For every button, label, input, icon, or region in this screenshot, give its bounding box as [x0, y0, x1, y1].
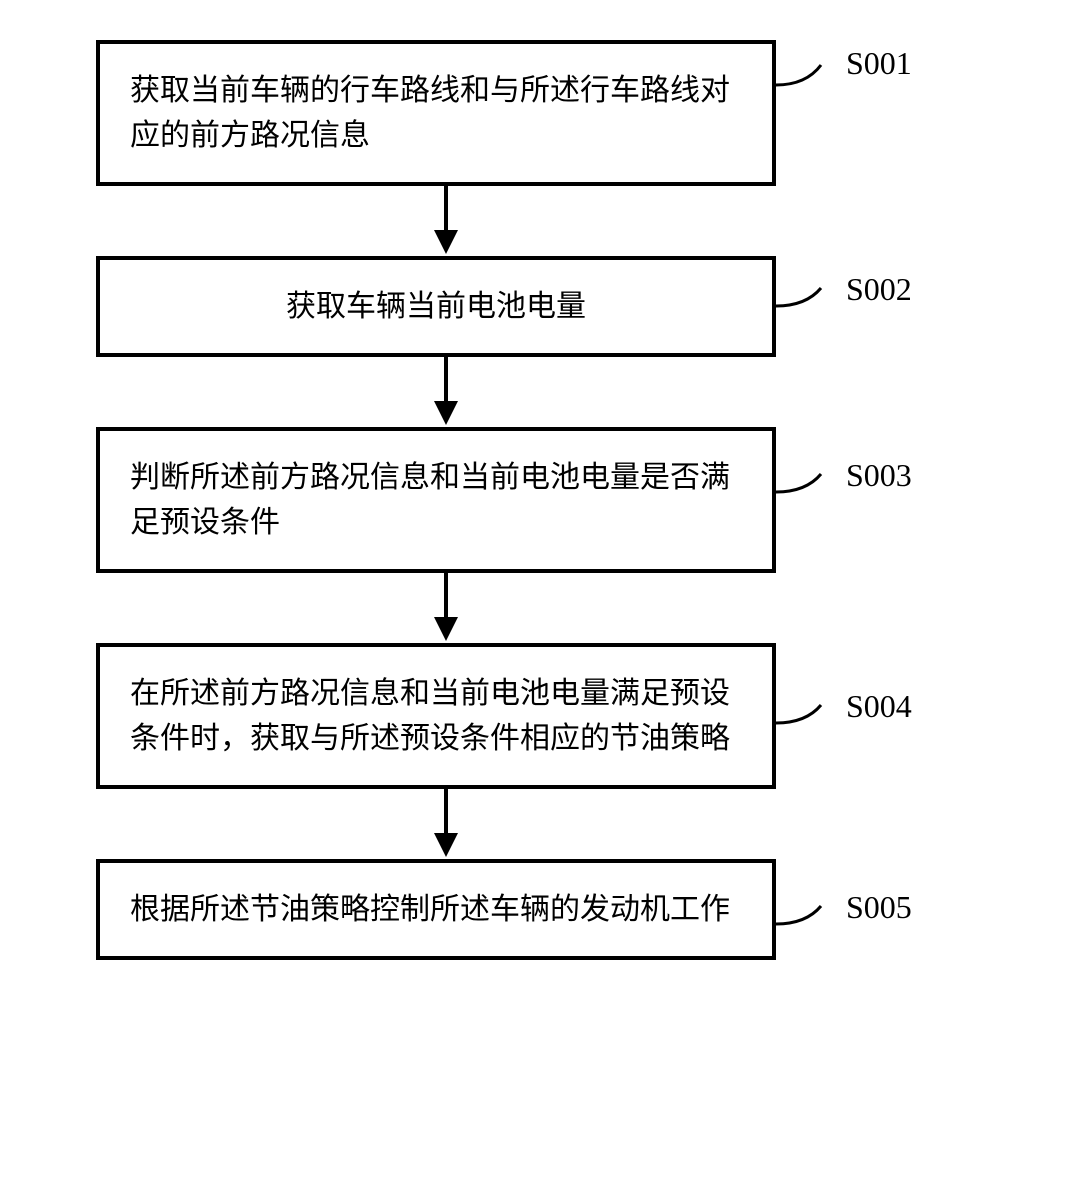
step-text-s002: 获取车辆当前电池电量 [286, 284, 586, 329]
arrow-s002-s003 [106, 357, 786, 427]
arrow-s004-s005 [106, 789, 786, 859]
flowchart-container: 获取当前车辆的行车路线和与所述行车路线对应的前方路况信息 S001 获取车辆当前… [96, 40, 996, 960]
step-row-s003: 判断所述前方路况信息和当前电池电量是否满足预设条件 S003 [96, 427, 996, 573]
connector-curve-icon [776, 693, 836, 753]
step-text-s005: 根据所述节油策略控制所述车辆的发动机工作 [130, 887, 730, 932]
step-row-s002: 获取车辆当前电池电量 S002 [96, 256, 996, 357]
step-row-s005: 根据所述节油策略控制所述车辆的发动机工作 S005 [96, 859, 996, 960]
step-box-s004: 在所述前方路况信息和当前电池电量满足预设条件时，获取与所述预设条件相应的节油策略 [96, 643, 776, 789]
arrow-s001-s002 [106, 186, 786, 256]
connector-curve-icon [776, 894, 836, 954]
arrow-down-icon [426, 573, 466, 643]
step-label-s004: S004 [846, 688, 912, 725]
arrow-down-icon [426, 186, 466, 256]
label-container-s003: S003 [776, 427, 976, 573]
arrow-down-icon [426, 357, 466, 427]
step-label-s002: S002 [846, 271, 912, 308]
step-label-s005: S005 [846, 889, 912, 926]
step-row-s001: 获取当前车辆的行车路线和与所述行车路线对应的前方路况信息 S001 [96, 40, 996, 186]
connector-curve-icon [776, 50, 836, 110]
step-text-s003: 判断所述前方路况信息和当前电池电量是否满足预设条件 [130, 455, 742, 545]
label-container-s001: S001 [776, 40, 976, 186]
connector-curve-icon [776, 276, 836, 336]
step-box-s005: 根据所述节油策略控制所述车辆的发动机工作 [96, 859, 776, 960]
step-row-s004: 在所述前方路况信息和当前电池电量满足预设条件时，获取与所述预设条件相应的节油策略… [96, 643, 996, 789]
step-box-s002: 获取车辆当前电池电量 [96, 256, 776, 357]
step-text-s001: 获取当前车辆的行车路线和与所述行车路线对应的前方路况信息 [130, 68, 742, 158]
label-container-s005: S005 [776, 859, 976, 960]
arrow-s003-s004 [106, 573, 786, 643]
step-box-s003: 判断所述前方路况信息和当前电池电量是否满足预设条件 [96, 427, 776, 573]
step-label-s001: S001 [846, 45, 912, 82]
arrow-down-icon [426, 789, 466, 859]
step-label-s003: S003 [846, 457, 912, 494]
label-container-s004: S004 [776, 643, 976, 789]
step-box-s001: 获取当前车辆的行车路线和与所述行车路线对应的前方路况信息 [96, 40, 776, 186]
step-text-s004: 在所述前方路况信息和当前电池电量满足预设条件时，获取与所述预设条件相应的节油策略 [130, 671, 742, 761]
label-container-s002: S002 [776, 256, 976, 357]
connector-curve-icon [776, 462, 836, 522]
